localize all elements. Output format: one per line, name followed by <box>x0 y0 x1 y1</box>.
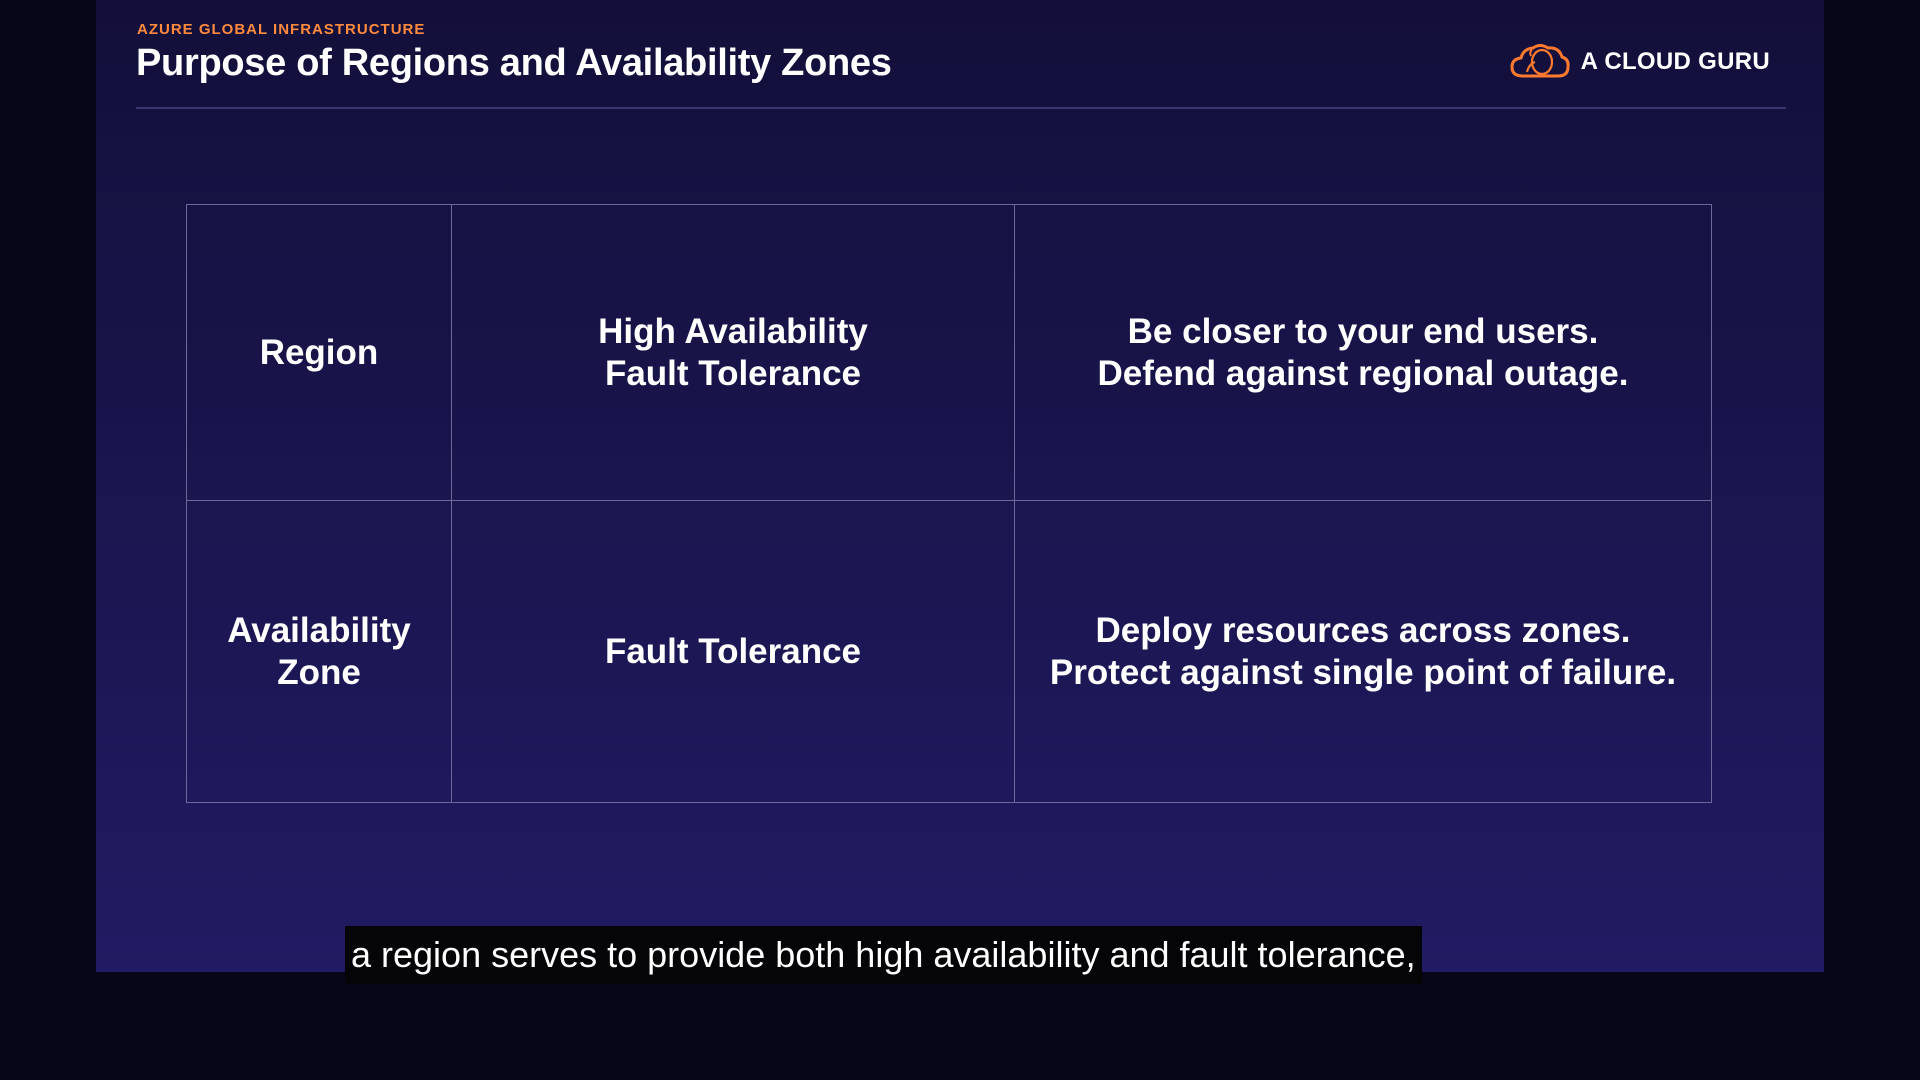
subtitle-caption: a region serves to provide both high ava… <box>345 926 1422 984</box>
row-purpose-cell: Fault Tolerance <box>451 500 1015 803</box>
slide-title: Purpose of Regions and Availability Zone… <box>136 42 892 84</box>
brand-name: A CLOUD GURU <box>1580 48 1770 75</box>
row-name-cell: Region <box>186 204 452 501</box>
row-name-cell: Availability Zone <box>186 500 452 803</box>
cloud-icon <box>1509 42 1571 82</box>
row-purpose-cell: High Availability Fault Tolerance <box>451 204 1015 501</box>
row-description-cell: Deploy resources across zones. Protect a… <box>1014 500 1712 803</box>
slide: AZURE GLOBAL INFRASTRUCTURE Purpose of R… <box>96 0 1824 972</box>
brand-logo: A CLOUD GURU <box>1509 42 1770 82</box>
slide-eyebrow: AZURE GLOBAL INFRASTRUCTURE <box>137 21 426 38</box>
row-description-cell: Be closer to your end users. Defend agai… <box>1014 204 1712 501</box>
purpose-table: Region High Availability Fault Tolerance… <box>186 204 1712 803</box>
table-row: Region High Availability Fault Tolerance… <box>186 204 1712 501</box>
header-divider <box>136 107 1786 109</box>
table-row: Availability Zone Fault Tolerance Deploy… <box>186 500 1712 803</box>
